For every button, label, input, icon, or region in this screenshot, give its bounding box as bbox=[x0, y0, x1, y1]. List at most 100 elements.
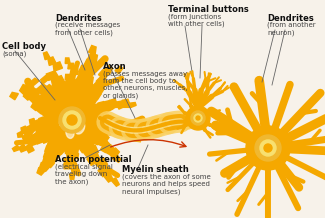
Polygon shape bbox=[106, 145, 114, 155]
Polygon shape bbox=[127, 121, 136, 132]
Polygon shape bbox=[37, 167, 45, 175]
Polygon shape bbox=[110, 99, 118, 109]
Polygon shape bbox=[64, 97, 80, 102]
Polygon shape bbox=[82, 91, 97, 106]
Polygon shape bbox=[46, 99, 62, 121]
Polygon shape bbox=[70, 69, 78, 74]
Polygon shape bbox=[104, 65, 112, 75]
Polygon shape bbox=[65, 74, 75, 80]
Text: (from another
neuron): (from another neuron) bbox=[267, 22, 316, 36]
Polygon shape bbox=[98, 70, 108, 80]
Polygon shape bbox=[92, 130, 104, 145]
Polygon shape bbox=[142, 129, 150, 135]
Polygon shape bbox=[38, 129, 49, 143]
Polygon shape bbox=[53, 62, 62, 71]
Ellipse shape bbox=[59, 117, 69, 127]
Polygon shape bbox=[35, 84, 47, 94]
Polygon shape bbox=[87, 153, 100, 165]
Polygon shape bbox=[98, 134, 109, 146]
Polygon shape bbox=[47, 122, 60, 138]
Polygon shape bbox=[42, 157, 54, 168]
Text: (receive messages
from other cells): (receive messages from other cells) bbox=[55, 22, 120, 36]
Polygon shape bbox=[71, 169, 78, 174]
Polygon shape bbox=[64, 164, 72, 169]
Polygon shape bbox=[103, 118, 113, 135]
Polygon shape bbox=[65, 148, 79, 153]
Polygon shape bbox=[92, 82, 105, 94]
Circle shape bbox=[67, 115, 77, 125]
Polygon shape bbox=[19, 144, 27, 152]
Polygon shape bbox=[78, 139, 94, 153]
Polygon shape bbox=[64, 158, 74, 164]
Polygon shape bbox=[95, 158, 108, 169]
Circle shape bbox=[186, 106, 210, 130]
Polygon shape bbox=[66, 153, 79, 159]
Polygon shape bbox=[48, 57, 56, 65]
Ellipse shape bbox=[72, 121, 78, 129]
Text: Terminal buttons: Terminal buttons bbox=[168, 5, 249, 14]
Polygon shape bbox=[67, 93, 91, 107]
Circle shape bbox=[196, 116, 200, 120]
Ellipse shape bbox=[73, 111, 81, 119]
Polygon shape bbox=[41, 97, 56, 118]
Polygon shape bbox=[41, 75, 50, 84]
Text: Action potential: Action potential bbox=[55, 155, 132, 164]
Polygon shape bbox=[111, 118, 121, 133]
Polygon shape bbox=[44, 52, 50, 60]
Polygon shape bbox=[83, 145, 98, 158]
Polygon shape bbox=[77, 72, 93, 85]
Polygon shape bbox=[111, 178, 119, 186]
Polygon shape bbox=[84, 59, 96, 70]
Circle shape bbox=[246, 126, 290, 170]
Polygon shape bbox=[53, 82, 68, 92]
Polygon shape bbox=[133, 132, 141, 142]
Polygon shape bbox=[10, 92, 18, 100]
Polygon shape bbox=[129, 102, 136, 107]
Polygon shape bbox=[26, 125, 32, 135]
Polygon shape bbox=[25, 143, 34, 153]
Polygon shape bbox=[104, 100, 112, 112]
Text: (passes messages away
from the cell body to
other neurons, muscles,
or glands): (passes messages away from the cell body… bbox=[103, 70, 188, 99]
Polygon shape bbox=[46, 93, 65, 110]
Polygon shape bbox=[119, 122, 128, 135]
Polygon shape bbox=[31, 78, 39, 85]
Polygon shape bbox=[86, 105, 97, 121]
Polygon shape bbox=[87, 53, 98, 63]
Polygon shape bbox=[79, 65, 93, 77]
Polygon shape bbox=[73, 131, 92, 146]
Polygon shape bbox=[98, 102, 107, 114]
Text: (electrical signal
traveling down
the axon): (electrical signal traveling down the ax… bbox=[55, 163, 113, 184]
Polygon shape bbox=[68, 63, 74, 69]
Polygon shape bbox=[49, 135, 70, 150]
Polygon shape bbox=[46, 71, 58, 80]
Polygon shape bbox=[63, 138, 81, 143]
Text: Dendrites: Dendrites bbox=[267, 14, 314, 23]
Polygon shape bbox=[82, 123, 96, 140]
Polygon shape bbox=[40, 162, 50, 171]
Polygon shape bbox=[39, 117, 46, 132]
Polygon shape bbox=[23, 88, 34, 100]
Polygon shape bbox=[32, 132, 43, 144]
Circle shape bbox=[260, 140, 276, 156]
Polygon shape bbox=[66, 80, 77, 85]
Polygon shape bbox=[116, 101, 124, 109]
Text: (covers the axon of some
neurons and helps speed
neural impulses): (covers the axon of some neurons and hel… bbox=[122, 173, 211, 194]
Text: Cell body: Cell body bbox=[2, 42, 46, 51]
Polygon shape bbox=[51, 76, 64, 86]
Polygon shape bbox=[98, 166, 109, 177]
Polygon shape bbox=[65, 85, 78, 91]
Polygon shape bbox=[31, 95, 44, 111]
Polygon shape bbox=[29, 118, 36, 130]
Polygon shape bbox=[43, 87, 58, 101]
Polygon shape bbox=[111, 148, 119, 156]
Circle shape bbox=[59, 107, 85, 133]
Polygon shape bbox=[65, 91, 80, 97]
Ellipse shape bbox=[75, 122, 85, 134]
Polygon shape bbox=[21, 126, 27, 134]
Ellipse shape bbox=[64, 109, 70, 116]
Polygon shape bbox=[96, 115, 106, 134]
Text: Axon: Axon bbox=[103, 62, 127, 71]
Polygon shape bbox=[44, 152, 58, 163]
Polygon shape bbox=[29, 89, 40, 103]
Text: Dendrites: Dendrites bbox=[55, 14, 102, 23]
